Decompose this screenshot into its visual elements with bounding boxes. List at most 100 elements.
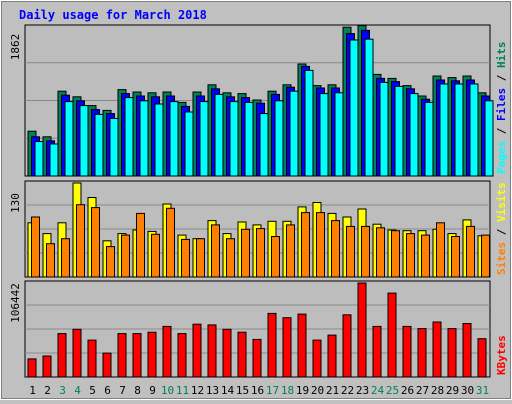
bar-pages-day-13 — [214, 93, 224, 177]
panel-visitors: 130 Sites / Visits — [9, 180, 508, 278]
x-tick-label: 13 — [206, 384, 219, 397]
chart-panels: 1862 Pages / Files / Hits 130 Sites / Visit… — [9, 24, 508, 378]
bar-sites-day-27 — [421, 234, 430, 278]
bar-pages-day-18 — [289, 90, 299, 177]
x-tick-label: 4 — [74, 384, 81, 397]
legend-kbytes: KBytes — [495, 335, 508, 375]
bar-pages-day-15 — [244, 101, 254, 177]
bar-kbytes-day-26 — [402, 325, 412, 378]
bar-pages-day-4 — [79, 105, 89, 177]
bar-sites-day-23 — [361, 225, 370, 278]
y-max-label-kbytes: 106442 — [9, 283, 22, 323]
bar-pages-day-24 — [379, 81, 389, 177]
legend-entry-hits: Hits — [495, 42, 508, 69]
legend-separator: / — [495, 68, 508, 88]
bar-kbytes-day-18 — [282, 317, 292, 378]
x-tick-label: 16 — [251, 384, 264, 397]
bar-kbytes-day-17 — [267, 312, 277, 378]
x-tick-label: 6 — [104, 384, 111, 397]
x-tick-label: 28 — [431, 384, 444, 397]
bar-pages-day-25 — [394, 85, 404, 177]
bar-pages-day-19 — [304, 69, 314, 177]
bar-sites-day-25 — [391, 230, 400, 278]
legend-visitors: Sites / Visits — [495, 182, 508, 275]
bar-kbytes-day-25 — [387, 292, 397, 378]
bar-pages-day-28 — [439, 83, 449, 177]
bar-sites-day-8 — [136, 212, 145, 278]
chart-title: Daily usage for March 2018 — [19, 8, 207, 22]
y-max-label-visitors: 130 — [9, 193, 22, 213]
bar-pages-day-16 — [259, 113, 269, 177]
bar-sites-day-24 — [376, 227, 385, 278]
bar-sites-day-26 — [406, 233, 415, 278]
legend-entry-sites: Sites — [495, 242, 508, 275]
bar-sites-day-30 — [466, 225, 475, 278]
x-tick-label: 14 — [221, 384, 235, 397]
legend-entry-files: Files — [495, 88, 508, 121]
bar-sites-day-11 — [181, 238, 190, 278]
bar-kbytes-day-9 — [147, 331, 157, 378]
x-tick-label: 17 — [266, 384, 279, 397]
bar-pages-day-30 — [469, 83, 479, 177]
bar-kbytes-day-4 — [72, 328, 82, 378]
bar-sites-day-2 — [46, 243, 55, 278]
bar-sites-day-28 — [436, 222, 445, 278]
bar-sites-day-5 — [91, 207, 100, 278]
legend-entry-pages: Pages — [495, 141, 508, 174]
bar-sites-day-15 — [241, 228, 250, 278]
bar-sites-day-4 — [76, 204, 85, 278]
bar-sites-day-10 — [166, 207, 175, 278]
bar-sites-day-14 — [226, 238, 235, 278]
bar-kbytes-day-5 — [87, 339, 97, 378]
bar-pages-day-10 — [169, 101, 179, 177]
bar-kbytes-day-15 — [237, 331, 247, 378]
y-max-label-requests: 1862 — [9, 34, 22, 61]
bar-sites-day-6 — [106, 246, 115, 278]
x-tick-label: 30 — [461, 384, 474, 397]
bar-kbytes-day-1 — [27, 358, 37, 378]
bar-kbytes-day-10 — [162, 325, 172, 378]
bar-pages-day-17 — [274, 100, 284, 177]
bar-kbytes-day-2 — [42, 355, 52, 378]
bar-pages-day-12 — [199, 101, 209, 177]
bar-sites-day-18 — [286, 224, 295, 278]
bar-kbytes-day-27 — [417, 328, 427, 378]
x-tick-label: 24 — [371, 384, 385, 397]
bar-kbytes-day-30 — [462, 323, 472, 378]
x-axis-labels: 1 2 3 4 5 6 7 8 9 10 11 12 13 14 15 16 17 18 19 20 21 22 23 24 2… — [29, 384, 489, 397]
bar-sites-day-21 — [331, 220, 340, 278]
bar-kbytes-day-7 — [117, 333, 127, 378]
bar-sites-day-7 — [121, 234, 130, 278]
bar-kbytes-day-3 — [57, 333, 67, 378]
bar-kbytes-day-29 — [447, 328, 457, 378]
bar-sites-day-9 — [151, 233, 160, 278]
x-tick-label: 5 — [89, 384, 96, 397]
bar-pages-day-20 — [319, 93, 329, 177]
bar-kbytes-day-6 — [102, 352, 112, 378]
bar-kbytes-day-24 — [372, 325, 382, 378]
bar-pages-day-6 — [109, 117, 119, 177]
x-tick-label: 11 — [176, 384, 189, 397]
x-tick-label: 8 — [134, 384, 141, 397]
bar-pages-day-9 — [154, 103, 164, 177]
bar-kbytes-day-16 — [252, 338, 262, 378]
bar-pages-day-5 — [94, 113, 104, 177]
bar-sites-day-22 — [346, 225, 355, 278]
legend-entry-kbytes: KBytes — [495, 335, 508, 375]
x-tick-label: 31 — [476, 384, 489, 397]
bar-pages-day-8 — [139, 100, 149, 177]
bar-sites-day-31 — [481, 234, 490, 278]
bar-pages-day-2 — [49, 143, 59, 177]
bar-pages-day-27 — [424, 101, 434, 177]
panel-kbytes: 106442 KBytes — [9, 280, 508, 378]
bar-sites-day-12 — [196, 238, 205, 278]
x-tick-label: 23 — [356, 384, 369, 397]
bar-kbytes-day-14 — [222, 328, 232, 378]
legend-separator: / — [495, 222, 508, 242]
legend-requests: Pages / Files / Hits — [495, 42, 508, 175]
x-tick-label: 22 — [341, 384, 354, 397]
bar-pages-day-22 — [349, 39, 359, 177]
bar-sites-day-20 — [316, 212, 325, 278]
